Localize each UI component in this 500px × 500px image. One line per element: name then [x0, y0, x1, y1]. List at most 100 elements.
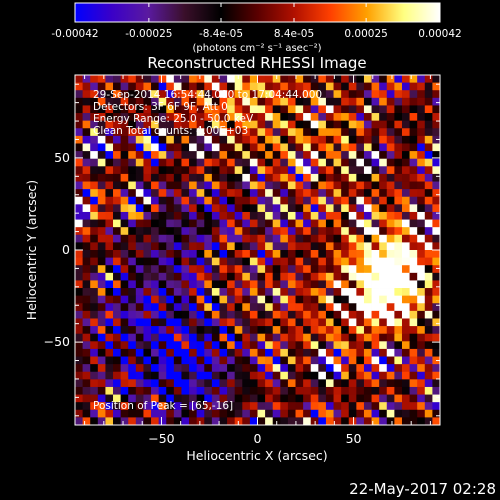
heatmap-cell: [234, 402, 243, 411]
heatmap-cell: [135, 143, 144, 152]
heatmap-cell: [204, 227, 213, 236]
heatmap-cell: [128, 97, 137, 106]
heatmap-cell: [189, 402, 198, 411]
heatmap-cell: [341, 135, 350, 144]
heatmap-cell: [249, 120, 258, 129]
heatmap-cell: [394, 402, 403, 411]
heatmap-cell: [325, 386, 334, 395]
heatmap-cell: [303, 386, 312, 395]
heatmap-cell: [272, 166, 281, 175]
heatmap-cell: [333, 105, 342, 114]
heatmap-cell: [341, 379, 350, 388]
heatmap-cell: [310, 295, 319, 304]
heatmap-cell: [325, 333, 334, 342]
heatmap-cell: [265, 211, 274, 220]
heatmap-cell: [371, 341, 380, 350]
heatmap-cell: [151, 265, 160, 274]
heatmap-cell: [158, 341, 167, 350]
heatmap-cell: [303, 105, 312, 114]
heatmap-cell: [348, 219, 357, 228]
heatmap-cell: [280, 90, 289, 99]
heatmap-cell: [113, 158, 122, 167]
heatmap-cell: [189, 227, 198, 236]
heatmap-cell: [363, 295, 372, 304]
heatmap-cell: [82, 303, 91, 312]
heatmap-cell: [120, 166, 129, 175]
heatmap-cell: [181, 242, 190, 251]
heatmap-cell: [120, 90, 129, 99]
heatmap-cell: [394, 417, 403, 426]
heatmap-cell: [318, 158, 327, 167]
heatmap-cell: [234, 272, 243, 281]
heatmap-cell: [310, 364, 319, 373]
heatmap-cell: [386, 204, 395, 213]
heatmap-cell: [135, 105, 144, 114]
heatmap-cell: [363, 250, 372, 259]
heatmap-cell: [173, 90, 182, 99]
heatmap-cell: [90, 341, 99, 350]
heatmap-cell: [310, 250, 319, 259]
heatmap-cell: [128, 341, 137, 350]
heatmap-cell: [219, 211, 228, 220]
heatmap-cell: [310, 128, 319, 137]
heatmap-cell: [128, 288, 137, 297]
heatmap-cell: [401, 333, 410, 342]
heatmap-cell: [97, 211, 106, 220]
heatmap-cell: [120, 333, 129, 342]
heatmap-cell: [333, 181, 342, 190]
heatmap-cell: [318, 348, 327, 357]
heatmap-cell: [386, 318, 395, 327]
heatmap-cell: [394, 82, 403, 91]
heatmap-cell: [432, 90, 441, 99]
heatmap-cell: [363, 364, 372, 373]
heatmap-cell: [356, 295, 365, 304]
heatmap-cell: [287, 97, 296, 106]
heatmap-cell: [401, 181, 410, 190]
heatmap-cell: [318, 204, 327, 213]
heatmap-cell: [348, 310, 357, 319]
colorbar-gradient: [74, 2, 441, 23]
heatmap-cell: [90, 265, 99, 274]
heatmap-cell: [219, 196, 228, 205]
heatmap-cell: [82, 348, 91, 357]
heatmap-cell: [211, 211, 220, 220]
heatmap-cell: [113, 280, 122, 289]
heatmap-cell: [356, 97, 365, 106]
heatmap-cell: [318, 386, 327, 395]
heatmap-cell: [356, 265, 365, 274]
heatmap-cell: [348, 181, 357, 190]
heatmap-cell: [310, 82, 319, 91]
heatmap-cell: [128, 105, 137, 114]
heatmap-cell: [189, 318, 198, 327]
heatmap-cell: [287, 204, 296, 213]
heatmap-cell: [227, 409, 236, 418]
heatmap-cell: [227, 113, 236, 122]
heatmap-cell: [90, 105, 99, 114]
heatmap-cell: [189, 234, 198, 243]
heatmap-cell: [181, 356, 190, 365]
heatmap-cell: [341, 394, 350, 403]
heatmap-cell: [75, 204, 83, 213]
heatmap-cell: [113, 348, 122, 357]
heatmap-cell: [379, 105, 388, 114]
heatmap-cell: [189, 128, 198, 137]
heatmap-cell: [432, 326, 441, 335]
heatmap-cell: [348, 272, 357, 281]
heatmap-cell: [325, 158, 334, 167]
heatmap-cell: [113, 379, 122, 388]
heatmap-cell: [143, 227, 152, 236]
heatmap-cell: [82, 402, 91, 411]
heatmap-cell: [75, 371, 83, 380]
heatmap-cell: [173, 234, 182, 243]
heatmap-cell: [280, 250, 289, 259]
heatmap-cell: [143, 158, 152, 167]
heatmap-cell: [417, 333, 426, 342]
heatmap-cell: [325, 341, 334, 350]
heatmap-cell: [166, 90, 175, 99]
heatmap-cell: [166, 242, 175, 251]
heatmap-cell: [310, 356, 319, 365]
heatmap-cell: [75, 326, 83, 335]
heatmap-cell: [90, 272, 99, 281]
heatmap-cell: [401, 242, 410, 251]
heatmap-cell: [105, 288, 114, 297]
